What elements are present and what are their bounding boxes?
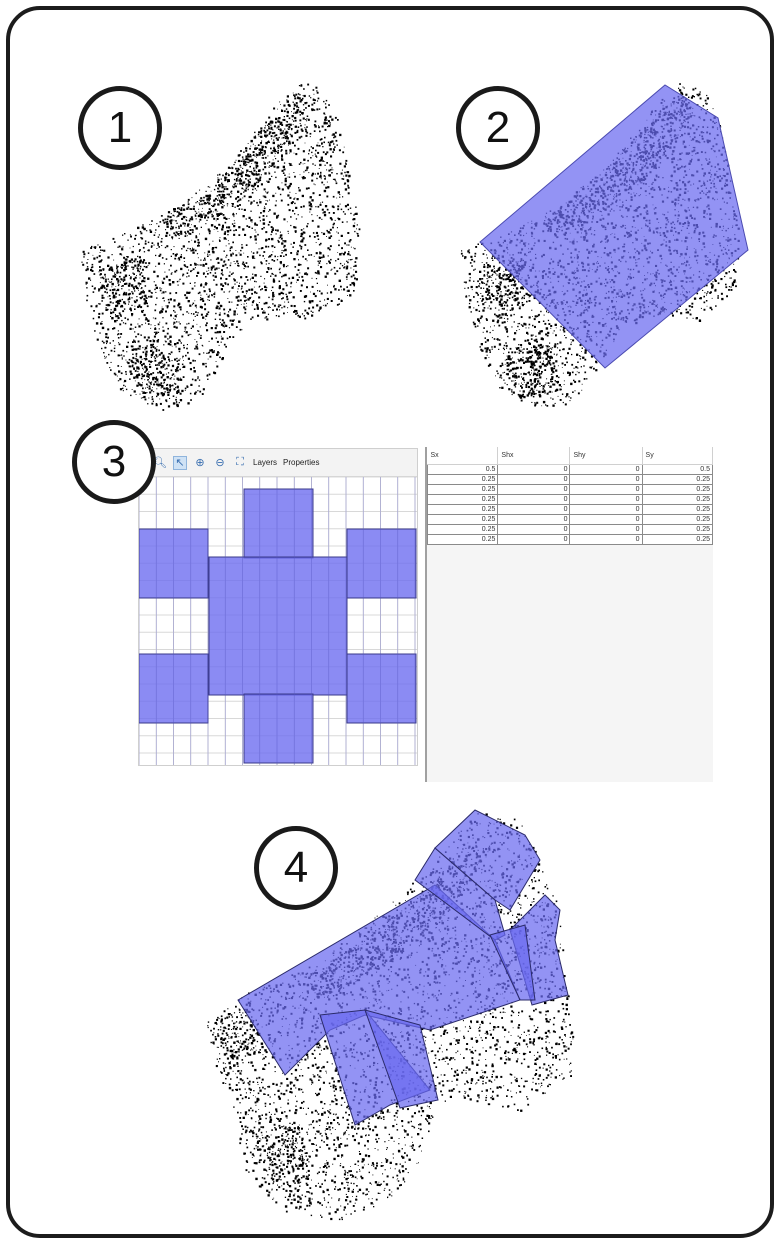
table-cell: 0 [569, 524, 643, 535]
zoom-out-icon[interactable]: ⊖ [215, 457, 225, 469]
layers-tab[interactable]: Layers [253, 458, 278, 467]
properties-tab[interactable]: Properties [283, 458, 320, 467]
grid-cell [208, 556, 348, 696]
table-cell: 0 [497, 534, 571, 545]
transform-matrix-table-panel: Sx Shx Shy Sy 0.5 0 0 0.5 0.25 0 0 0.25 0.25 0 0 0.25 0… [425, 447, 714, 782]
quadtree-grid [139, 477, 417, 765]
table-row[interactable]: 0.25 0 0 0.25 [426, 504, 714, 515]
step-badge-2: 2 [456, 86, 540, 170]
table-cell: 0.25 [426, 504, 499, 515]
map-toolbar: 🔍︎ ↖ ⊕ ⊖ ⛶ Layers Properties [139, 449, 417, 477]
settlement-dots [81, 83, 361, 411]
table-cell: 0 [497, 504, 571, 515]
step-badge-3: 3 [72, 420, 156, 504]
table-row[interactable]: 0.25 0 0 0.25 [426, 524, 714, 535]
zoom-icon[interactable]: 🔍︎ [153, 457, 167, 469]
step-badge-4: 4 [254, 826, 338, 910]
zone-polygon [434, 809, 541, 911]
table-cell: 0 [497, 474, 571, 485]
table-cell: 0.25 [641, 524, 714, 535]
grid-cell [243, 693, 314, 764]
table-cell: 0 [497, 494, 571, 505]
step-badge-1: 1 [78, 86, 162, 170]
table-cell: 0 [569, 494, 643, 505]
table-cell: 0.25 [641, 494, 714, 505]
settlement-map-zones [207, 809, 575, 1221]
table-row[interactable]: 0.25 0 0 0.25 [426, 534, 714, 545]
full-extent-icon[interactable]: ⛶ [236, 456, 244, 468]
table-cell: 0.25 [426, 514, 499, 525]
table-cell: 0 [569, 514, 643, 525]
table-cell: 0.25 [426, 484, 499, 495]
table-cell: 0 [569, 474, 643, 485]
column-header: Sy [642, 447, 714, 465]
table-cell: 0.25 [641, 474, 714, 485]
table-cell: 0 [569, 484, 643, 495]
table-cell: 0 [497, 464, 571, 475]
grid-cell [346, 653, 417, 724]
table-row[interactable]: 0.5 0 0 0.5 [426, 464, 714, 475]
transform-matrix-table: Sx Shx Shy Sy 0.5 0 0 0.5 0.25 0 0 0.25 0.25 0 0 0.25 0… [426, 447, 714, 545]
column-header: Sx [427, 447, 499, 465]
grid-cell [243, 488, 314, 559]
table-cell: 0 [497, 514, 571, 525]
column-header: Shy [569, 447, 643, 465]
table-cell: 0 [497, 524, 571, 535]
column-header: Shx [497, 447, 571, 465]
zoom-in-icon[interactable]: ⊕ [195, 457, 205, 469]
table-cell: 0 [569, 464, 643, 475]
table-cell: 0.5 [641, 464, 714, 475]
settlement-map-bounding-polygon [460, 83, 749, 407]
zone-polygon [364, 1009, 439, 1109]
table-row[interactable]: 0.25 0 0 0.25 [426, 494, 714, 505]
table-cell: 0.25 [426, 524, 499, 535]
table-cell: 0.25 [641, 534, 714, 545]
table-cell: 0.25 [641, 484, 714, 495]
table-cell: 0.25 [426, 494, 499, 505]
zone-polygon [489, 924, 536, 1001]
table-cell: 0.5 [426, 464, 499, 475]
select-arrow-icon[interactable]: ↖ [173, 455, 187, 470]
table-header-row: Sx Shx Shy Sy [427, 447, 714, 465]
table-cell: 0 [569, 534, 643, 545]
zone-polygon [479, 84, 749, 369]
settlement-map-raw [81, 83, 361, 411]
table-cell: 0.25 [426, 534, 499, 545]
grid-subdivision-panel: 🔍︎ ↖ ⊕ ⊖ ⛶ Layers Properties [138, 448, 418, 766]
table-cell: 0.25 [641, 514, 714, 525]
grid-cell [346, 528, 417, 599]
table-cell: 0.25 [426, 474, 499, 485]
table-cell: 0 [569, 504, 643, 515]
table-cell: 0 [497, 484, 571, 495]
table-row[interactable]: 0.25 0 0 0.25 [426, 484, 714, 495]
table-row[interactable]: 0.25 0 0 0.25 [426, 514, 714, 525]
table-cell: 0.25 [641, 504, 714, 515]
zone-polygon [414, 847, 506, 941]
table-row[interactable]: 0.25 0 0 0.25 [426, 474, 714, 485]
